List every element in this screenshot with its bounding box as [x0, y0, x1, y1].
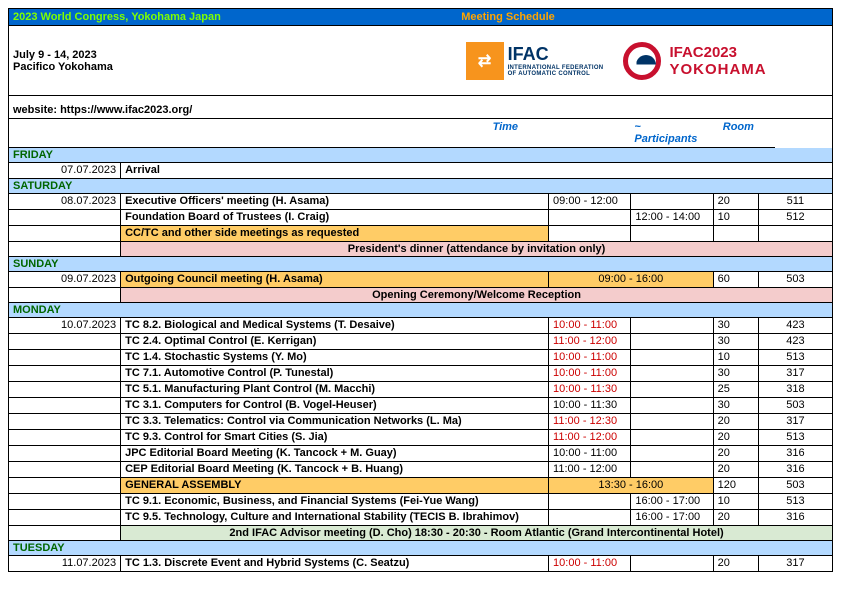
day-friday: FRIDAY — [8, 148, 833, 163]
banner-schedule: Meeting Schedule — [461, 11, 555, 23]
table-row: TC 5.1. Manufacturing Plant Control (M. … — [8, 382, 833, 398]
yokohama-logo-line2: YOKOHAMA — [669, 61, 766, 78]
table-row: CC/TC and other side meetings as request… — [8, 226, 833, 242]
table-row: TC 7.1. Automotive Control (P. Tunestal)… — [8, 366, 833, 382]
yokohama-logo-line1: IFAC2023 — [669, 44, 766, 61]
website-row: website: https://www.ifac2023.org/ — [8, 96, 833, 119]
table-row: 09.07.2023 Outgoing Council meeting (H. … — [8, 272, 833, 288]
cell-desc: Arrival — [120, 163, 832, 179]
table-row: 08.07.2023 Executive Officers' meeting (… — [8, 194, 833, 210]
ifac-logo-sub: INTERNATIONAL FEDERATIONOF AUTOMATIC CON… — [508, 65, 604, 77]
yokohama-logo: IFAC2023 YOKOHAMA — [623, 42, 766, 80]
table-row: Opening Ceremony/Welcome Reception — [8, 288, 833, 303]
table-row: Foundation Board of Trustees (I. Craig) … — [8, 210, 833, 226]
logos: ⇄ IFAC INTERNATIONAL FEDERATIONOF AUTOMA… — [404, 42, 828, 80]
ifac-logo: ⇄ IFAC INTERNATIONAL FEDERATIONOF AUTOMA… — [466, 42, 604, 80]
table-row: 11.07.2023 TC 1.3. Discrete Event and Hy… — [8, 556, 833, 572]
cell-date: 07.07.2023 — [9, 163, 120, 179]
day-sunday: SUNDAY — [8, 257, 833, 272]
day-saturday: SATURDAY — [8, 179, 833, 194]
title-banner: 2023 World Congress, Yokohama Japan Meet… — [8, 8, 833, 26]
table-row: CEP Editorial Board Meeting (K. Tancock … — [8, 462, 833, 478]
day-monday: MONDAY — [8, 303, 833, 318]
yokohama-logo-icon — [623, 42, 661, 80]
table-row: TC 9.1. Economic, Business, and Financia… — [8, 494, 833, 510]
table-row: TC 3.3. Telematics: Control via Communic… — [8, 414, 833, 430]
col-room: Room — [701, 119, 775, 148]
table-row: TC 2.4. Optimal Control (E. Kerrigan)11:… — [8, 334, 833, 350]
table-row: TC 1.4. Stochastic Systems (Y. Mo)10:00 … — [8, 350, 833, 366]
table-row: JPC Editorial Board Meeting (K. Tancock … — [8, 446, 833, 462]
table-row-ga: GENERAL ASSEMBLY 13:30 - 16:00 120 503 — [8, 478, 833, 494]
header-dates: July 9 - 14, 2023 — [13, 49, 404, 61]
header-venue: Pacifico Yokohama — [13, 61, 404, 73]
ifac-logo-icon: ⇄ — [466, 42, 504, 80]
table-row: 10.07.2023TC 8.2. Biological and Medical… — [8, 318, 833, 334]
table-row: TC 9.3. Control for Smart Cities (S. Jia… — [8, 430, 833, 446]
banner-congress: 2023 World Congress, Yokohama Japan — [13, 11, 461, 23]
table-row: 2nd IFAC Advisor meeting (D. Cho) 18:30 … — [8, 526, 833, 541]
col-time: Time — [493, 121, 518, 133]
day-tuesday: TUESDAY — [8, 541, 833, 556]
table-row: TC 3.1. Computers for Control (B. Vogel-… — [8, 398, 833, 414]
website-label: website: https://www.ifac2023.org/ — [13, 104, 461, 116]
ifac-logo-text: IFAC — [508, 44, 604, 65]
column-headers: Time ~ Participants Room — [8, 119, 833, 148]
header-block: July 9 - 14, 2023 Pacifico Yokohama ⇄ IF… — [8, 26, 833, 96]
col-participants: ~ Participants — [630, 119, 701, 148]
header-dates-venue: July 9 - 14, 2023 Pacifico Yokohama — [13, 49, 404, 73]
table-row: President's dinner (attendance by invita… — [8, 242, 833, 257]
table-row: TC 9.5. Technology, Culture and Internat… — [8, 510, 833, 526]
table-row: 07.07.2023 Arrival — [8, 163, 833, 179]
